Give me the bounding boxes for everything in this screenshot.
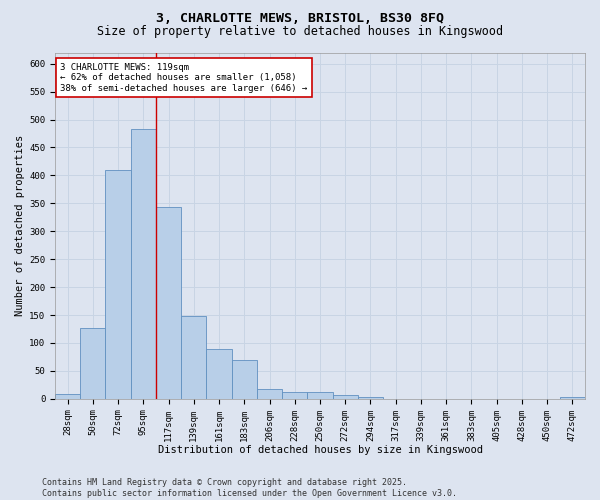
Bar — [282, 392, 307, 399]
Bar — [80, 328, 106, 399]
Y-axis label: Number of detached properties: Number of detached properties — [15, 135, 25, 316]
Text: Contains HM Land Registry data © Crown copyright and database right 2025.
Contai: Contains HM Land Registry data © Crown c… — [42, 478, 457, 498]
Bar — [307, 392, 332, 399]
Bar — [232, 360, 257, 399]
Text: 3 CHARLOTTE MEWS: 119sqm
← 62% of detached houses are smaller (1,058)
38% of sem: 3 CHARLOTTE MEWS: 119sqm ← 62% of detach… — [61, 63, 308, 92]
Bar — [358, 397, 383, 399]
Text: Size of property relative to detached houses in Kingswood: Size of property relative to detached ho… — [97, 25, 503, 38]
Bar — [131, 129, 156, 399]
X-axis label: Distribution of detached houses by size in Kingswood: Distribution of detached houses by size … — [158, 445, 482, 455]
Bar — [181, 316, 206, 399]
Bar — [55, 394, 80, 399]
Bar — [257, 390, 282, 399]
Bar — [206, 348, 232, 399]
Bar — [106, 170, 131, 399]
Bar — [332, 395, 358, 399]
Text: 3, CHARLOTTE MEWS, BRISTOL, BS30 8FQ: 3, CHARLOTTE MEWS, BRISTOL, BS30 8FQ — [156, 12, 444, 26]
Bar — [560, 397, 585, 399]
Bar — [156, 207, 181, 399]
